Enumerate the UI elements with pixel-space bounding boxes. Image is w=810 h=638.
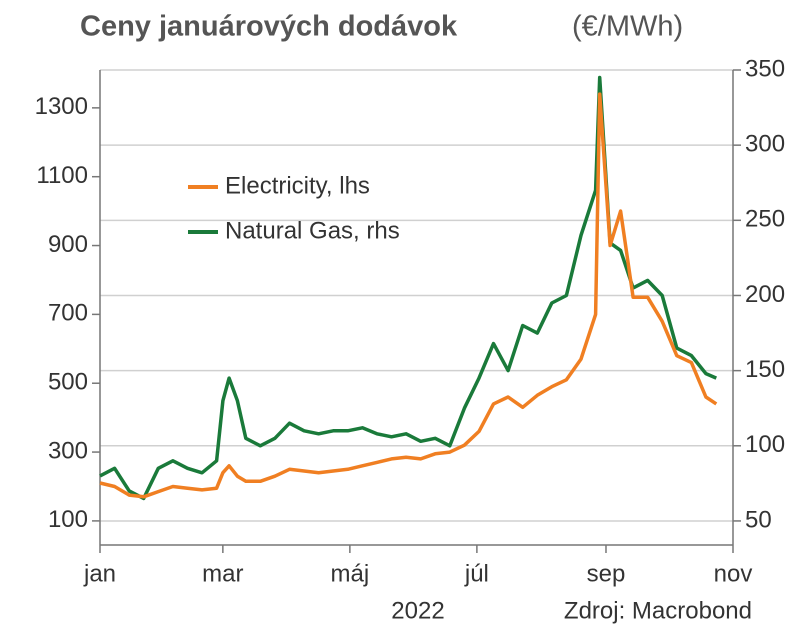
y-tick-label: 300 [48, 437, 88, 464]
y-tick-label: 1100 [36, 162, 88, 189]
y-tick-label: 700 [48, 300, 88, 327]
y-tick-label: 900 [48, 231, 88, 258]
x-tick-label: mar [202, 560, 243, 587]
x-tick-label: sep [587, 560, 626, 587]
chart-subtitle: (€/MWh) [572, 11, 683, 43]
x-axis-label: 2022 [391, 597, 444, 624]
legend-label: Natural Gas, rhs [225, 217, 400, 244]
x-tick-label: nov [714, 560, 753, 587]
legend-label: Electricity, lhs [225, 172, 370, 199]
series-line [99, 75, 717, 501]
chart-title: Ceny januárových dodávok [80, 11, 458, 43]
y2-tick-label: 350 [745, 55, 785, 82]
y2-tick-label: 200 [745, 281, 785, 308]
y2-tick-label: 50 [745, 506, 772, 533]
x-tick-label: júl [464, 560, 489, 587]
x-tick-label: jan [83, 560, 116, 587]
y-tick-label: 100 [48, 506, 88, 533]
y2-tick-label: 100 [745, 431, 785, 458]
y2-tick-label: 250 [745, 206, 785, 233]
x-tick-label: máj [331, 560, 370, 587]
y2-tick-label: 300 [745, 131, 785, 158]
y-tick-label: 1300 [35, 93, 88, 120]
y-tick-label: 500 [48, 369, 88, 396]
series-line [99, 92, 718, 499]
source: Zdroj: Macrobond [564, 597, 752, 624]
y2-tick-label: 150 [745, 356, 785, 383]
